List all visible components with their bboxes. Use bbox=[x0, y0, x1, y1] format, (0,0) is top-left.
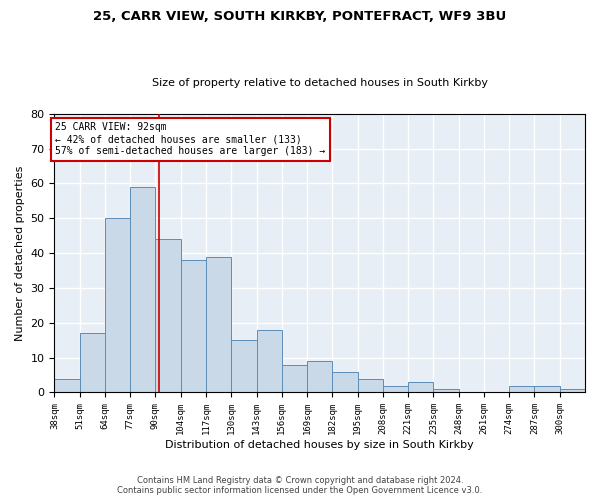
Bar bbox=[257, 330, 282, 392]
Text: Contains HM Land Registry data © Crown copyright and database right 2024.
Contai: Contains HM Land Registry data © Crown c… bbox=[118, 476, 482, 495]
Bar bbox=[433, 389, 458, 392]
Bar bbox=[383, 386, 408, 392]
Bar bbox=[206, 256, 231, 392]
Y-axis label: Number of detached properties: Number of detached properties bbox=[15, 166, 25, 341]
Bar bbox=[130, 187, 155, 392]
Bar bbox=[155, 239, 181, 392]
X-axis label: Distribution of detached houses by size in South Kirkby: Distribution of detached houses by size … bbox=[166, 440, 474, 450]
Title: Size of property relative to detached houses in South Kirkby: Size of property relative to detached ho… bbox=[152, 78, 488, 88]
Bar bbox=[332, 372, 358, 392]
Text: 25 CARR VIEW: 92sqm
← 42% of detached houses are smaller (133)
57% of semi-detac: 25 CARR VIEW: 92sqm ← 42% of detached ho… bbox=[55, 122, 326, 156]
Bar bbox=[55, 378, 80, 392]
Bar bbox=[105, 218, 130, 392]
Bar bbox=[282, 364, 307, 392]
Bar bbox=[535, 386, 560, 392]
Text: 25, CARR VIEW, SOUTH KIRKBY, PONTEFRACT, WF9 3BU: 25, CARR VIEW, SOUTH KIRKBY, PONTEFRACT,… bbox=[94, 10, 506, 23]
Bar bbox=[358, 378, 383, 392]
Bar bbox=[307, 361, 332, 392]
Bar bbox=[509, 386, 535, 392]
Bar bbox=[560, 389, 585, 392]
Bar bbox=[231, 340, 257, 392]
Bar bbox=[181, 260, 206, 392]
Bar bbox=[80, 333, 105, 392]
Bar bbox=[408, 382, 433, 392]
